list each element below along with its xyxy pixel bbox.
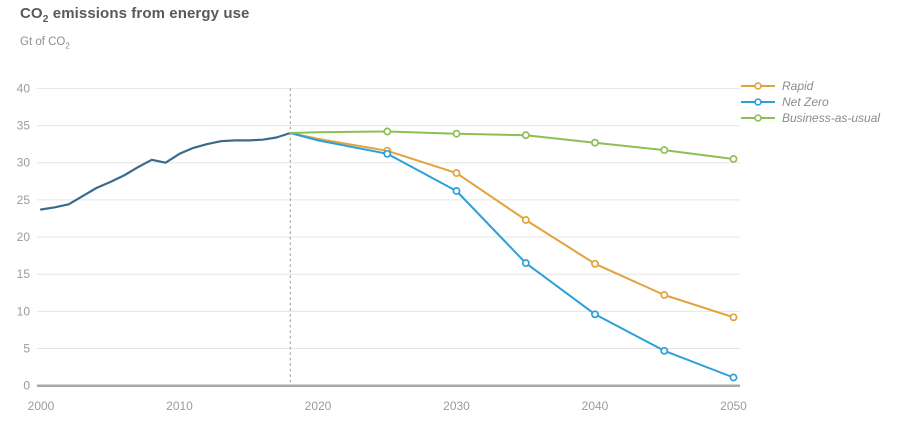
marker-net-zero-2050 [729,373,738,382]
marker-business-as-usual-2030 [452,129,461,138]
marker-net-zero-2025 [383,149,392,158]
svg-text:5: 5 [23,342,30,356]
marker-business-as-usual-2025 [383,127,392,136]
svg-text:2000: 2000 [28,399,55,413]
marker-rapid-2030 [452,169,461,178]
y-tick-labels: 0 5 10 15 20 25 30 35 40 [17,81,31,392]
marker-net-zero-2030 [452,187,461,195]
legend-marker-business-as-usual-icon [741,114,775,122]
svg-text:10: 10 [17,304,31,318]
chart-unit-subscript: 2 [65,41,70,51]
svg-text:35: 35 [17,119,31,133]
legend-marker-net-zero-icon [741,98,775,106]
legend-label-net-zero: Net Zero [782,95,829,109]
chart-title-text-suffix: emissions from energy use [48,5,250,22]
legend-item-business-as-usual[interactable]: Business-as-usual [741,110,880,126]
svg-text:30: 30 [17,156,31,170]
marker-business-as-usual-2035 [521,131,530,140]
legend-marker-rapid-icon [741,82,775,90]
legend-item-net-zero[interactable]: Net Zero [741,94,880,110]
chart-title: CO2 emissions from energy use [20,5,250,25]
legend-label-business-as-usual: Business-as-usual [782,111,881,125]
svg-text:2030: 2030 [443,399,470,413]
y-gridlines [37,87,740,350]
marker-business-as-usual-2040 [591,138,599,147]
marker-rapid-2040 [591,259,599,268]
series-rapid [289,132,738,322]
svg-text:20: 20 [17,230,31,244]
marker-business-as-usual-2050 [729,155,738,163]
series-business-as-usual [289,127,738,163]
marker-rapid-2035 [521,216,530,224]
chart-unit-label: Gt of CO2 [20,36,70,51]
svg-text:2050: 2050 [720,399,747,413]
series-net-zero [289,132,738,382]
x-tick-labels: 2000 2010 2020 2030 2040 2050 [28,399,748,413]
marker-business-as-usual-2045 [660,146,669,155]
marker-net-zero-2045 [660,346,669,355]
chart-title-subscript: 2 [42,14,49,25]
svg-text:2020: 2020 [305,399,332,413]
marker-net-zero-2035 [521,259,530,268]
svg-text:2010: 2010 [166,399,193,413]
svg-text:2040: 2040 [582,399,609,413]
svg-text:15: 15 [17,267,31,281]
legend-label-rapid: Rapid [782,79,814,93]
marker-rapid-2045 [660,291,669,299]
legend: Rapid Net Zero Business-as-usual [741,78,880,126]
marker-rapid-2050 [729,313,738,322]
svg-text:0: 0 [23,379,30,393]
svg-text:40: 40 [17,81,31,95]
svg-text:25: 25 [17,193,31,207]
chart-title-text: CO [20,5,43,22]
legend-item-rapid[interactable]: Rapid [741,78,880,94]
marker-net-zero-2040 [591,310,599,319]
series-history [39,131,292,211]
chart-unit-text: Gt of CO [20,36,66,48]
